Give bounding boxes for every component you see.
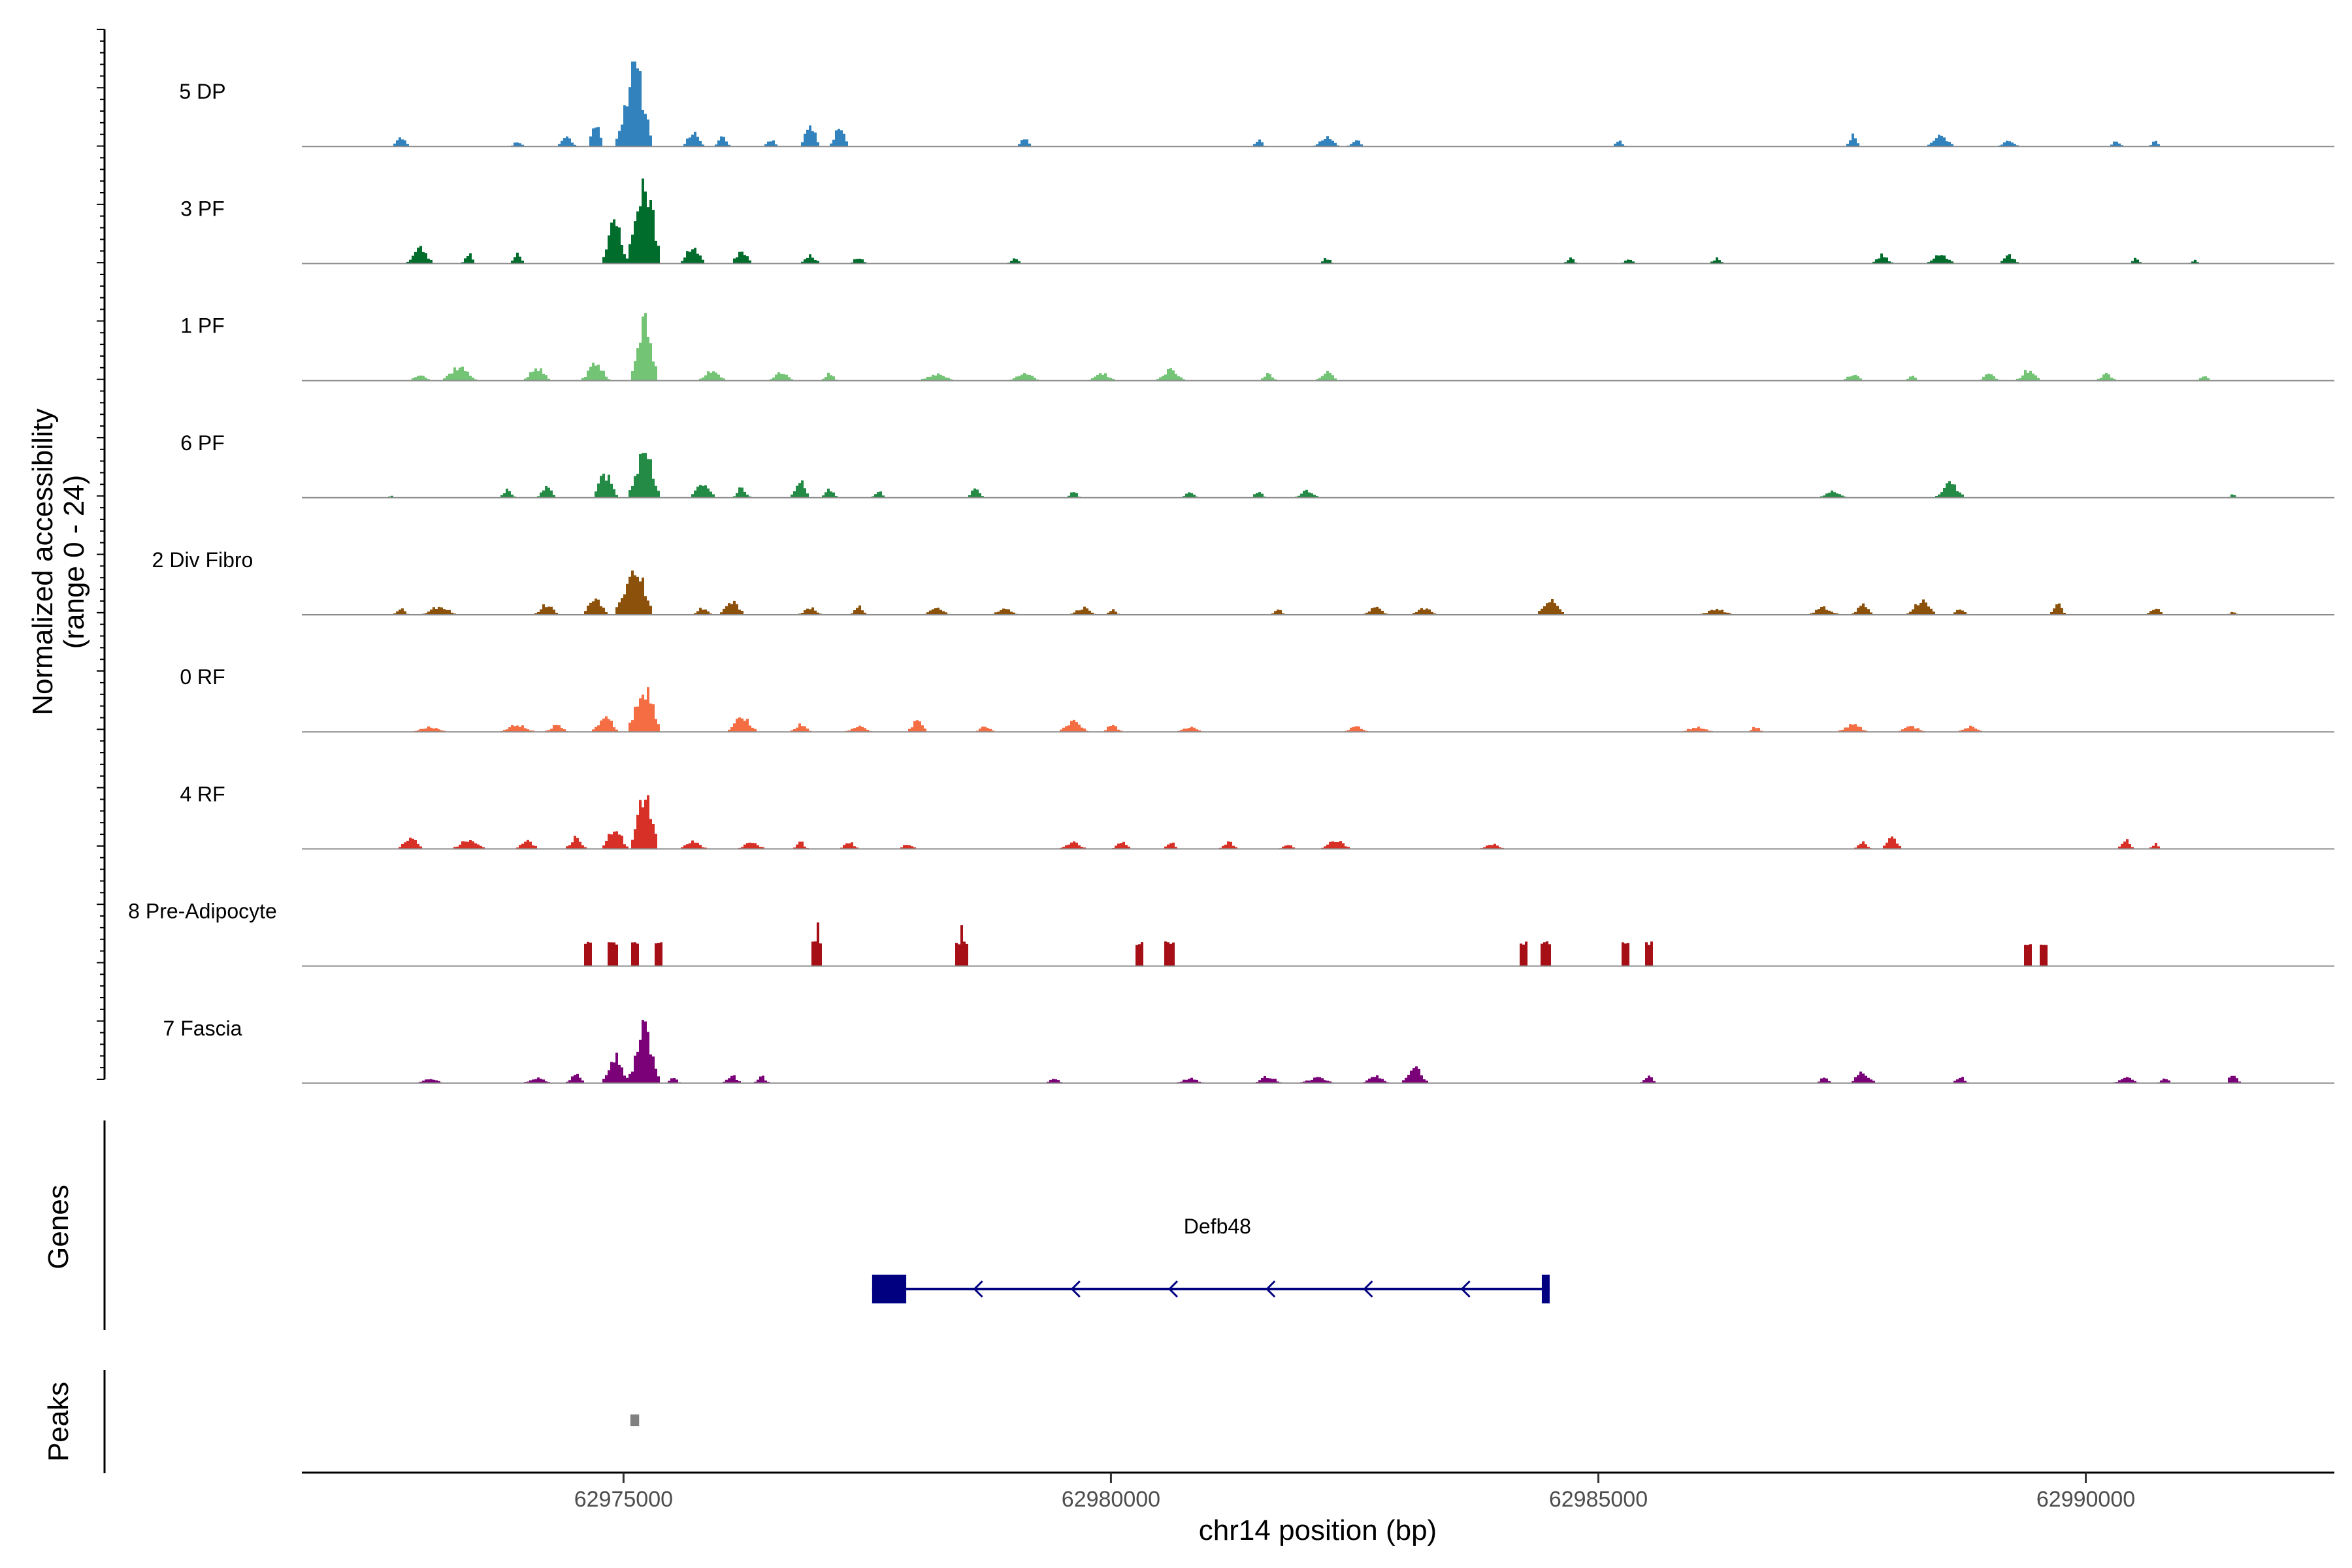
track-4-rf: 4 RF [180,782,2335,850]
peak-region [630,1414,640,1426]
coverage-y-ticks [97,29,105,1080]
track-label: 1 PF [180,314,225,338]
strand-arrow [1070,1280,1081,1298]
track-7-fascia: 7 Fascia [163,1017,2335,1084]
track-1-pf: 1 PF [180,313,2335,382]
gene-exon [1541,1275,1550,1303]
coverage-tracks: 5 DP 3 PF 1 PF 6 PF 2 Div Fibro 0 RF 4 RF 8 Pre… [128,61,2335,1084]
x-tick-label: 62990000 [2036,1487,2135,1512]
track-label: 3 PF [180,197,225,220]
peaks-panel-title: Peaks [42,1382,74,1462]
track-label: 0 RF [180,665,225,689]
strand-arrow [1266,1280,1276,1298]
track-label: 8 Pre-Adipocyte [128,900,277,923]
genes-panel: Defb48 [872,1215,1550,1303]
peaks-panel [630,1414,640,1426]
track-2-div-fibro: 2 Div Fibro [152,548,2335,615]
strand-arrow [1168,1280,1179,1298]
track-3-pf: 3 PF [180,178,2335,265]
track-label: 6 PF [180,431,225,455]
gene-exon [872,1275,907,1303]
track-0-rf: 0 RF [180,665,2335,733]
strand-arrow [1363,1280,1373,1298]
y-axis-title-line2: (range 0 - 24) [58,475,90,649]
track-label: 2 Div Fibro [152,548,253,572]
gene-label-defb48: Defb48 [1184,1215,1251,1238]
x-axis-title: chr14 position (bp) [1199,1514,1437,1546]
genes-panel-title: Genes [42,1184,74,1269]
track-label: 4 RF [180,782,225,806]
track-8-pre-adipocyte: 8 Pre-Adipocyte [128,900,2335,967]
x-tick-label: 62980000 [1062,1487,1160,1512]
strand-arrow [973,1280,983,1298]
x-axis-ticks: 62975000 62980000 62985000 62990000 [574,1473,2135,1512]
y-axis-title-line1: Normalized accessibility [27,408,59,715]
x-tick-label: 62985000 [1549,1487,1648,1512]
track-5-dp: 5 DP [179,61,2335,148]
track-label: 5 DP [179,80,225,103]
track-label: 7 Fascia [163,1017,242,1040]
x-tick-label: 62975000 [574,1487,673,1512]
track-6-pf: 6 PF [180,431,2335,498]
strand-arrow [1460,1280,1471,1298]
